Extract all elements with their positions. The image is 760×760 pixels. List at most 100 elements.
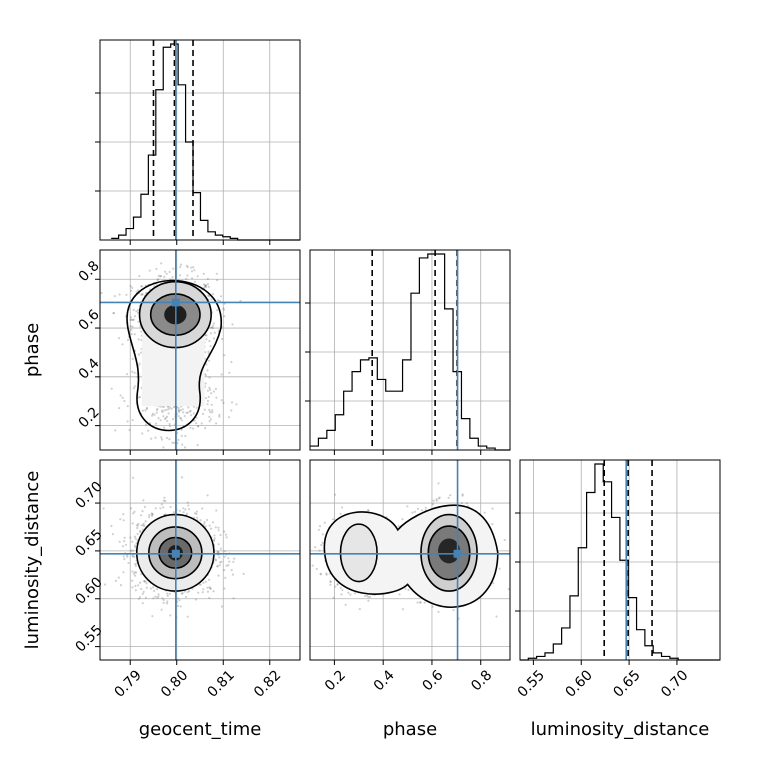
sample-point bbox=[179, 409, 182, 412]
sample-point bbox=[151, 513, 154, 516]
sample-point bbox=[155, 283, 158, 286]
sample-point bbox=[165, 415, 169, 418]
sample-point bbox=[208, 376, 211, 379]
sample-point bbox=[188, 508, 191, 511]
sample-point bbox=[190, 270, 194, 273]
sample-point bbox=[144, 520, 147, 523]
sample-point bbox=[171, 276, 174, 279]
sample-point bbox=[157, 278, 160, 281]
sample-point bbox=[137, 522, 140, 525]
sample-point bbox=[483, 511, 486, 514]
sample-point bbox=[209, 418, 212, 421]
sample-point bbox=[169, 614, 172, 617]
x-tick-label: 0.8 bbox=[468, 667, 495, 694]
sample-point bbox=[181, 443, 184, 446]
sample-point bbox=[213, 537, 216, 540]
sample-point bbox=[204, 285, 207, 288]
sample-point bbox=[140, 293, 143, 296]
x-tick-label: 0.60 bbox=[563, 667, 596, 700]
sample-point bbox=[122, 519, 125, 522]
sample-point bbox=[208, 359, 211, 362]
sample-point bbox=[215, 272, 218, 275]
sample-point bbox=[227, 557, 230, 560]
x-tick-label: 0.6 bbox=[420, 667, 447, 694]
sample-point bbox=[233, 557, 236, 560]
sample-point bbox=[321, 541, 324, 544]
sample-point bbox=[136, 524, 139, 527]
sample-point bbox=[201, 412, 205, 415]
sample-point bbox=[162, 506, 165, 509]
sample-point bbox=[311, 564, 314, 567]
sample-point bbox=[139, 351, 143, 354]
sample-point bbox=[131, 579, 134, 582]
sample-point bbox=[211, 409, 214, 412]
sample-point bbox=[217, 299, 220, 302]
sample-point bbox=[165, 602, 169, 605]
sample-point bbox=[219, 295, 223, 298]
sample-point bbox=[437, 610, 440, 614]
sample-point bbox=[206, 277, 209, 280]
sample-point bbox=[431, 503, 434, 506]
sample-point bbox=[213, 539, 216, 542]
sample-point bbox=[139, 581, 142, 584]
y-tick-label: 0.8 bbox=[76, 258, 103, 285]
sample-point bbox=[119, 518, 122, 521]
sample-point bbox=[131, 586, 134, 589]
truth-marker bbox=[171, 549, 180, 558]
sample-point bbox=[331, 518, 335, 521]
sample-point bbox=[189, 409, 192, 412]
sample-point bbox=[127, 561, 130, 565]
sample-point bbox=[145, 586, 148, 589]
sample-point bbox=[206, 389, 209, 392]
sample-point bbox=[137, 311, 140, 314]
sample-point bbox=[209, 332, 213, 335]
sample-point bbox=[192, 266, 195, 269]
sample-point bbox=[136, 532, 139, 536]
sample-point bbox=[228, 371, 231, 374]
sample-point bbox=[169, 505, 172, 509]
sample-point bbox=[135, 310, 138, 313]
sample-point bbox=[154, 595, 157, 598]
sample-point bbox=[334, 493, 337, 496]
sample-point bbox=[138, 396, 142, 399]
sample-point bbox=[209, 345, 212, 348]
sample-point bbox=[155, 267, 158, 270]
sample-point bbox=[224, 576, 227, 580]
sample-point bbox=[184, 595, 188, 599]
sample-point bbox=[222, 308, 225, 311]
sample-point bbox=[124, 543, 128, 546]
sample-point bbox=[132, 512, 135, 515]
sample-point bbox=[191, 277, 194, 280]
sample-point bbox=[134, 564, 137, 568]
sample-point bbox=[219, 533, 222, 537]
sample-point bbox=[103, 583, 107, 586]
sample-point bbox=[117, 337, 121, 340]
sample-point bbox=[165, 272, 168, 275]
sample-point bbox=[159, 419, 162, 422]
sample-point bbox=[152, 586, 155, 589]
sample-point bbox=[162, 601, 165, 605]
sample-point bbox=[207, 350, 210, 353]
sample-point bbox=[216, 565, 219, 568]
sample-point bbox=[210, 527, 213, 530]
panel-frame bbox=[99, 249, 301, 451]
sample-point bbox=[181, 591, 184, 595]
y-axis-label-luminosity-distance: luminosity_distance bbox=[22, 471, 43, 650]
sample-point bbox=[153, 413, 156, 416]
sample-point bbox=[114, 579, 118, 583]
sample-point bbox=[219, 547, 222, 550]
sample-point bbox=[131, 570, 134, 573]
panel-frame bbox=[99, 39, 301, 241]
sample-point bbox=[183, 446, 187, 449]
sample-point bbox=[138, 275, 141, 278]
sample-point bbox=[209, 410, 212, 414]
sample-point bbox=[336, 583, 339, 586]
sample-point bbox=[141, 293, 144, 296]
sample-point bbox=[397, 525, 400, 528]
sample-point bbox=[119, 584, 123, 587]
sample-point bbox=[129, 549, 132, 553]
sample-point bbox=[206, 369, 209, 372]
sample-point bbox=[200, 422, 203, 425]
x-axis-label-geocent-time: geocent_time bbox=[139, 719, 262, 740]
sample-point bbox=[140, 330, 143, 333]
